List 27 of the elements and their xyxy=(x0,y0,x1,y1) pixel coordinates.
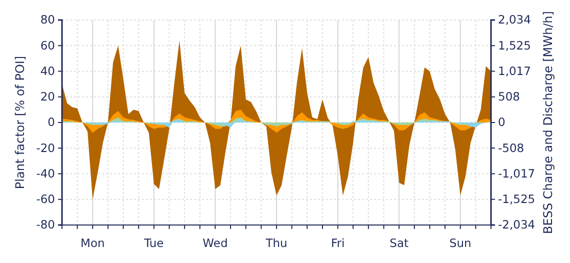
y2-tick-label: 1,525 xyxy=(498,38,531,52)
x-tick-label: Mon xyxy=(80,236,105,250)
y-tick-label: -80 xyxy=(36,218,55,232)
y2-tick-label: 1,017 xyxy=(498,64,531,78)
x-tick-label: Wed xyxy=(202,236,228,250)
y2-tick-label: 508 xyxy=(498,90,520,104)
y2-tick-label: -1,017 xyxy=(498,166,536,180)
x-tick-label: Sat xyxy=(390,236,409,250)
y-tick-label: -20 xyxy=(36,140,55,155)
y-axis-title: Plant factor [% of POI] xyxy=(13,56,27,190)
x-tick-label: Sun xyxy=(449,236,472,250)
y-tick-label: 0 xyxy=(48,115,55,130)
y2-axis-title: BESS Charge and Discharge [MWh/h] xyxy=(541,11,555,234)
y2-tick-label: -1,525 xyxy=(498,192,536,206)
x-tick-label: Tue xyxy=(143,236,164,250)
y2-tick-label: -2,034 xyxy=(498,218,536,232)
y2-tick-label: 0 xyxy=(498,115,506,130)
y-tick-label: 40 xyxy=(40,64,55,78)
y-tick-label: -40 xyxy=(36,166,55,180)
y2-tick-label: -508 xyxy=(498,140,524,155)
x-tick-label: Fri xyxy=(330,236,345,250)
y-tick-label: 20 xyxy=(40,90,55,104)
x-tick-label: Thu xyxy=(264,236,288,250)
y-tick-label: 80 xyxy=(40,12,55,27)
y2-tick-label: 2,034 xyxy=(498,12,531,27)
y-tick-label: 60 xyxy=(40,38,55,52)
y-tick-label: -60 xyxy=(36,192,55,206)
